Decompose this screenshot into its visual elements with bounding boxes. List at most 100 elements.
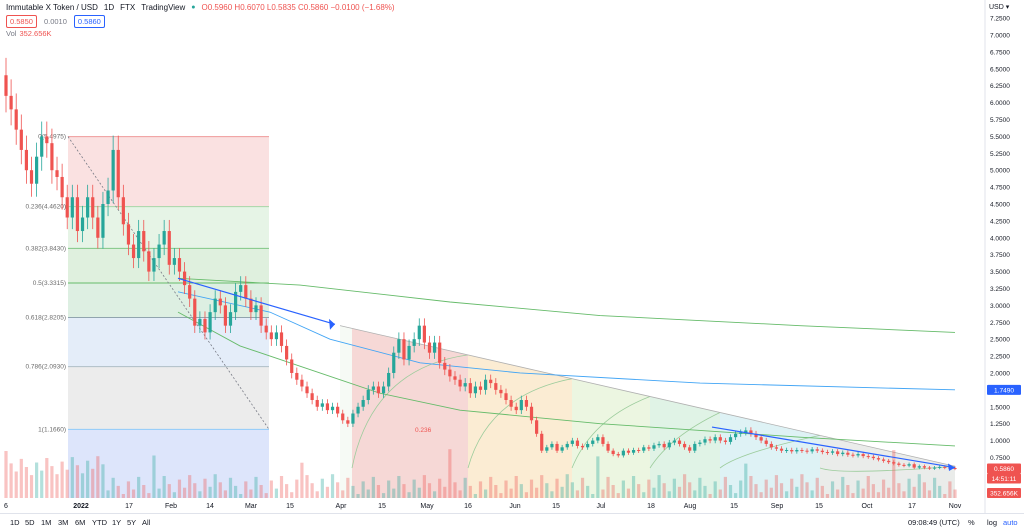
y-tick-label: 5.0000 (990, 168, 1010, 175)
volume-bar (310, 483, 314, 498)
candle-body (754, 433, 758, 438)
candle-body (269, 332, 273, 340)
trendline-arrow-icon (329, 318, 335, 330)
volume-bar (713, 481, 717, 498)
volume-bar (672, 478, 676, 498)
symbol-title[interactable]: Immutable X Token / USD (6, 3, 98, 12)
timeframe-ytd-button[interactable]: YTD (92, 518, 107, 527)
volume-bar (795, 486, 799, 498)
trendline-lower (711, 426, 956, 469)
volume-bar (484, 489, 488, 498)
volume-bar (254, 476, 258, 498)
candle-body (667, 442, 671, 448)
volume-bar (519, 484, 523, 498)
volume-bar (580, 477, 585, 498)
fan-wedge (720, 412, 820, 498)
volume-bar (881, 479, 886, 498)
volume-value: 352.656K (19, 29, 52, 38)
candle-body (723, 440, 728, 442)
volume-bar (40, 470, 44, 498)
x-tick-label: 16 (464, 503, 472, 510)
timeframe-1m-button[interactable]: 1M (41, 518, 52, 527)
volume-bar (912, 486, 916, 498)
utc-clock[interactable]: 09:08:49 (UTC) (908, 518, 960, 527)
fib-speed-fan[interactable]: 0.236 (339, 325, 956, 498)
volume-bar (351, 485, 355, 498)
timeframe-5y-button[interactable]: 5Y (127, 518, 137, 527)
volume-bar (841, 476, 845, 498)
volume-bar (443, 486, 447, 498)
volume-bar (805, 482, 809, 498)
candle-body (616, 454, 620, 456)
volume-bar (642, 492, 646, 498)
sell-price-button[interactable]: 0.5850 (6, 15, 37, 28)
candle-body (55, 170, 59, 177)
timeframe-1d-button[interactable]: 1D (10, 518, 20, 527)
x-tick-label: Sep (771, 503, 784, 510)
timeframe-5d-button[interactable]: 5D (25, 518, 35, 527)
volume-bar (703, 485, 707, 498)
candle-body (489, 379, 493, 384)
auto-scale-toggle[interactable]: auto (1003, 518, 1018, 527)
candle-body (922, 466, 926, 468)
volume-bar (708, 494, 712, 498)
candle-body (504, 393, 508, 400)
candle-body (463, 383, 467, 387)
volume-bar (392, 488, 396, 498)
volume-bar (131, 489, 136, 498)
timeframe-all-button[interactable]: All (142, 518, 151, 527)
y-tick-label: 2.0000 (990, 370, 1010, 377)
percent-scale-toggle[interactable]: % (968, 518, 975, 527)
trendlines[interactable] (177, 277, 956, 471)
price-axis[interactable]: 7.2500 7.0000 6.7500 6.5000 6.2500 6.0000 5.75… (984, 0, 1021, 513)
timeframe-3m-button[interactable]: 3M (58, 518, 69, 527)
volume-bar (341, 490, 345, 498)
moving-averages (177, 277, 956, 447)
volume-bar (70, 457, 74, 498)
volume-bar (264, 493, 268, 498)
timeframe-6m-button[interactable]: 6M (75, 518, 86, 527)
buy-price-button[interactable]: 0.5860 (73, 15, 105, 28)
volume-bar (86, 460, 90, 498)
x-tick-label: Oct (862, 503, 873, 510)
volume-bar (330, 474, 335, 498)
candle-body (417, 325, 421, 340)
volume-bar (774, 475, 779, 498)
volume-bar (902, 491, 906, 498)
fib-diagonal (67, 136, 270, 430)
volume-bar (739, 480, 743, 498)
volume-bar (126, 481, 131, 498)
volume-bar (121, 494, 125, 498)
log-scale-toggle[interactable]: log (987, 518, 998, 527)
candle-body (708, 439, 712, 441)
last-price-badge-bg (987, 463, 1021, 474)
volume-bar (759, 492, 763, 498)
volume-bar (203, 478, 207, 498)
volume-bar (182, 487, 187, 498)
candle-body (233, 291, 238, 313)
moving-average-line (177, 291, 956, 391)
candle-body (295, 372, 299, 380)
candle-body (121, 197, 125, 225)
candle-body (545, 447, 549, 451)
x-tick-label: Mar (245, 503, 258, 510)
candle-body (647, 447, 651, 449)
timeframe-1y-button[interactable]: 1Y (112, 518, 122, 527)
y-tick-label: 1.0000 (990, 438, 1010, 445)
fan-arc (649, 412, 721, 469)
y-tick-label: 5.2500 (990, 151, 1010, 158)
line-price-badge: 1.7490 (994, 387, 1014, 394)
volume-bar (397, 476, 401, 498)
time-axis[interactable]: 6 2022 17 Feb 14 Mar 15 Apr 15 May 16 Jun 15 Jul 18 Aug… (4, 503, 962, 510)
fib-level-label: 0.786(2.0930) (26, 364, 66, 371)
volume-bar (718, 489, 722, 498)
candle-body (851, 454, 855, 456)
volume-bar (244, 481, 248, 498)
candle-body (172, 258, 176, 265)
candle-body (427, 342, 432, 353)
currency-selector[interactable]: USD ▾ (989, 4, 1010, 11)
candle-body (555, 443, 559, 451)
candle-body (40, 136, 44, 157)
